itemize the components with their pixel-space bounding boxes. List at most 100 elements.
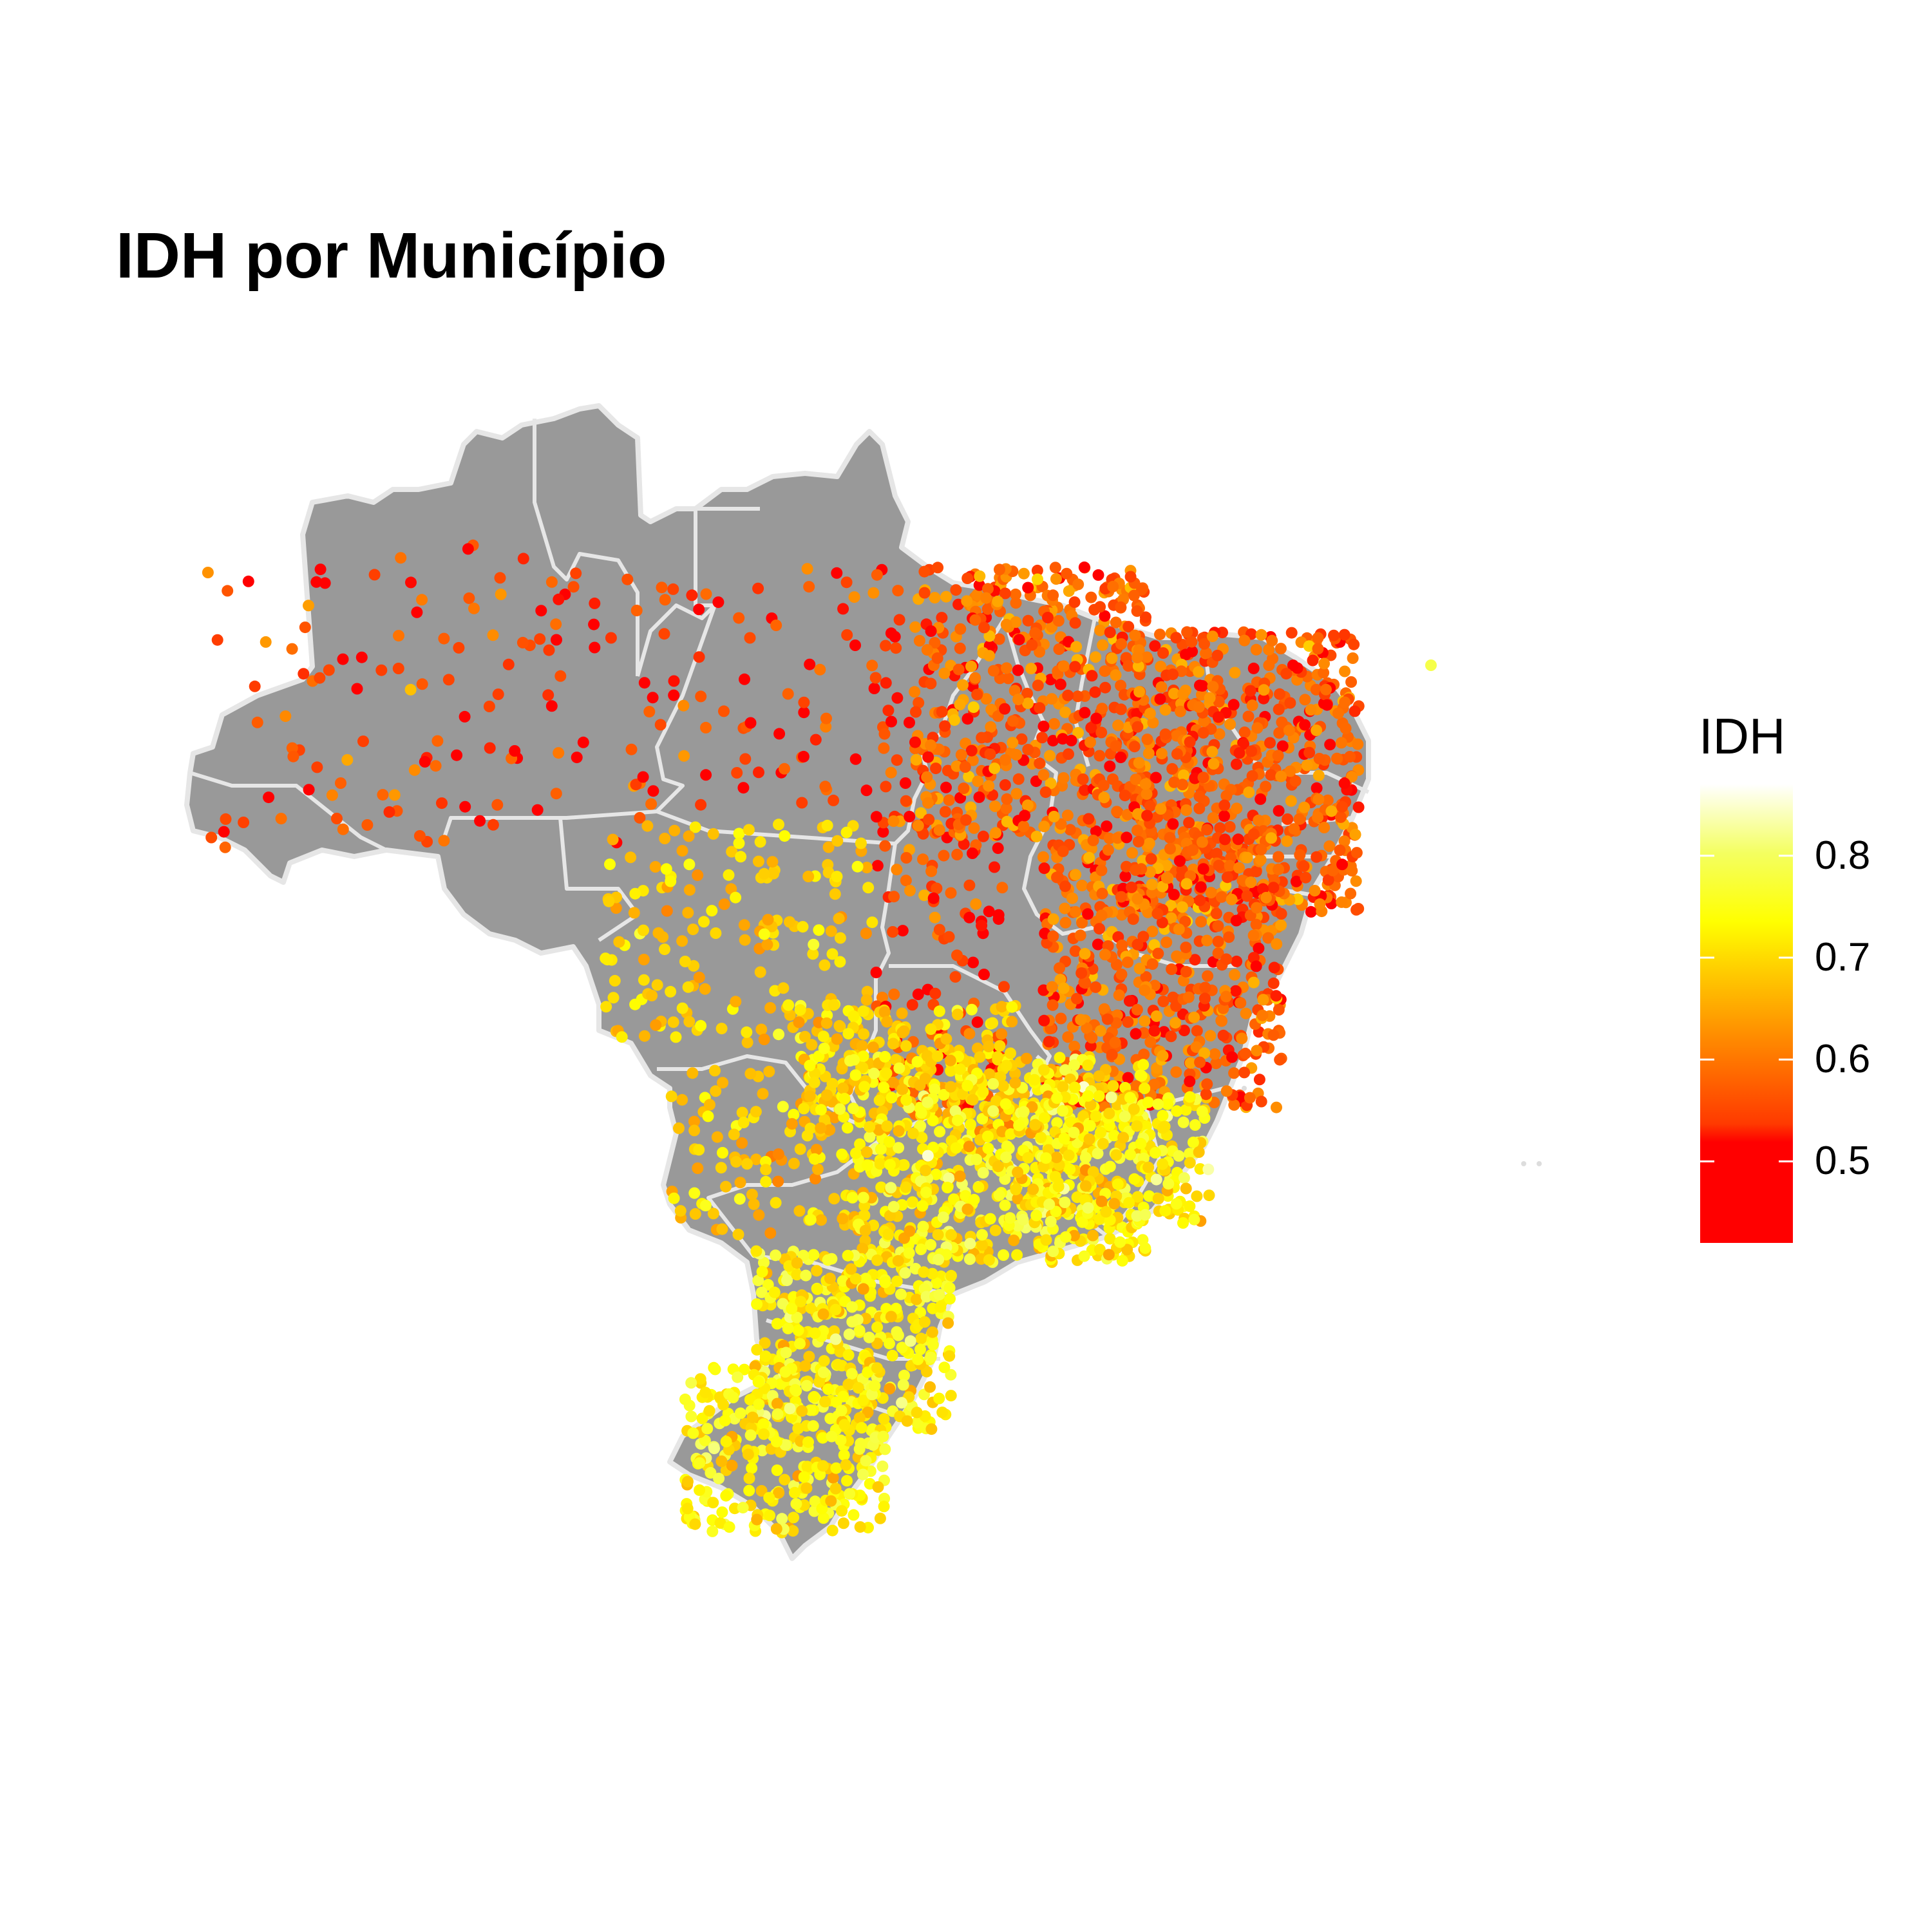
municipality-point [851, 860, 864, 873]
municipality-point [746, 1462, 758, 1474]
municipality-point [985, 721, 997, 733]
municipality-point [818, 1355, 830, 1367]
municipality-point [299, 621, 311, 634]
municipality-point [1336, 896, 1348, 908]
municipality-point [891, 864, 903, 876]
municipality-point [405, 576, 417, 589]
municipality-point [971, 1016, 983, 1028]
municipality-point [1219, 833, 1231, 846]
municipality-point [404, 683, 417, 696]
municipality-point [983, 1254, 995, 1266]
municipality-point [1274, 688, 1285, 700]
municipality-point [1132, 652, 1144, 663]
municipality-point [1113, 989, 1125, 1001]
municipality-point [1034, 757, 1046, 770]
municipality-point [961, 573, 974, 584]
municipality-point [1144, 1036, 1157, 1048]
municipality-point [1301, 759, 1313, 772]
municipality-point [1257, 883, 1269, 895]
municipality-point [1001, 662, 1012, 674]
municipality-point [1251, 902, 1263, 914]
municipality-point [734, 1177, 746, 1189]
municipality-point [1244, 685, 1256, 697]
state-border [558, 817, 639, 942]
municipality-point [685, 1410, 697, 1423]
municipality-point [1035, 1132, 1047, 1144]
municipality-point [1075, 1014, 1087, 1026]
municipality-point [1310, 683, 1322, 696]
municipality-point [326, 789, 338, 801]
municipality-point [1062, 1031, 1074, 1043]
municipality-point [1122, 1016, 1134, 1028]
municipality-point [861, 1146, 873, 1158]
municipality-point [1300, 871, 1312, 884]
municipality-point [940, 1033, 952, 1045]
municipality-point [900, 875, 912, 887]
municipality-point [989, 762, 1001, 775]
municipality-point [963, 1028, 976, 1040]
municipality-point [798, 706, 810, 719]
municipality-point [791, 1311, 803, 1323]
municipality-point [1271, 1101, 1282, 1113]
municipality-point [1255, 1095, 1267, 1108]
municipality-point [1103, 1108, 1115, 1119]
municipality-point [909, 621, 922, 633]
municipality-point [709, 1065, 721, 1077]
municipality-point [699, 1199, 712, 1211]
municipality-point [958, 838, 970, 850]
municipality-point [945, 887, 957, 899]
municipality-point [222, 585, 234, 597]
municipality-point [904, 811, 916, 822]
municipality-point [900, 1094, 913, 1106]
municipality-point [1004, 1212, 1016, 1224]
municipality-point [844, 1488, 856, 1500]
municipality-point [1122, 956, 1133, 969]
municipality-point [1288, 823, 1300, 835]
municipality-point [771, 1318, 783, 1330]
municipality-point [694, 1373, 706, 1385]
municipality-point [914, 1120, 927, 1132]
municipality-point [1050, 1151, 1063, 1164]
municipality-point [1241, 851, 1253, 864]
municipality-point [1229, 667, 1241, 679]
municipality-point [1055, 818, 1067, 830]
municipality-point [840, 826, 853, 838]
municipality-point [629, 887, 641, 900]
municipality-point [1178, 1025, 1190, 1037]
municipality-point [994, 672, 1006, 685]
municipality-point [535, 605, 547, 617]
municipality-point [1187, 1136, 1199, 1148]
municipality-point [1079, 1151, 1092, 1164]
municipality-point [720, 1180, 732, 1193]
municipality-point [835, 1434, 847, 1446]
municipality-point [896, 1397, 908, 1409]
municipality-point [1097, 1137, 1109, 1150]
municipality-point [453, 641, 465, 654]
municipality-point [1038, 1064, 1050, 1076]
municipality-point [1173, 923, 1185, 935]
municipality-point [1047, 913, 1059, 925]
municipality-point [861, 862, 873, 874]
municipality-point [1046, 999, 1059, 1011]
municipality-point [1110, 1149, 1122, 1161]
municipality-point [811, 1163, 824, 1175]
municipality-point [958, 782, 970, 795]
municipality-point [1198, 715, 1210, 727]
municipality-point [1090, 825, 1102, 837]
municipality-point [860, 1455, 872, 1467]
municipality-point [993, 1189, 1005, 1201]
municipality-point [1206, 630, 1218, 643]
municipality-point [1124, 1092, 1136, 1104]
municipality-point [772, 1175, 784, 1188]
municipality-point [1164, 842, 1176, 855]
municipality-point [881, 1120, 893, 1132]
municipality-point [1213, 860, 1225, 871]
municipality-point [1230, 914, 1242, 927]
municipality-point [1268, 961, 1280, 974]
municipality-point [817, 1030, 829, 1043]
municipality-point [751, 1343, 763, 1356]
municipality-point [915, 1244, 927, 1255]
municipality-point [859, 1224, 871, 1236]
municipality-point [933, 1289, 945, 1301]
municipality-point [1352, 738, 1364, 750]
